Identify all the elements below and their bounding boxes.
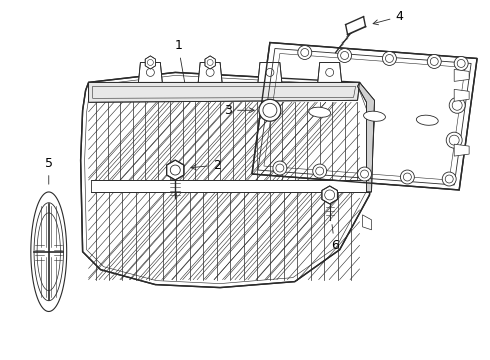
Polygon shape <box>258 62 282 82</box>
Circle shape <box>446 132 462 148</box>
Text: 2: 2 <box>191 158 221 172</box>
Polygon shape <box>81 72 374 288</box>
Text: 3: 3 <box>224 104 254 117</box>
Polygon shape <box>167 160 184 180</box>
Polygon shape <box>205 56 215 69</box>
Circle shape <box>383 51 396 66</box>
Polygon shape <box>89 82 360 102</box>
Polygon shape <box>454 89 469 101</box>
Text: 5: 5 <box>45 157 53 184</box>
Text: 4: 4 <box>373 10 403 25</box>
Ellipse shape <box>416 115 438 125</box>
Circle shape <box>454 57 468 71</box>
Polygon shape <box>91 180 368 192</box>
Polygon shape <box>322 186 338 204</box>
Polygon shape <box>138 62 162 82</box>
Polygon shape <box>198 62 222 82</box>
Circle shape <box>259 99 281 121</box>
Polygon shape <box>454 144 469 156</box>
Circle shape <box>358 167 371 181</box>
Polygon shape <box>252 42 477 190</box>
Polygon shape <box>145 56 155 69</box>
Polygon shape <box>454 69 469 81</box>
Polygon shape <box>318 62 342 82</box>
Circle shape <box>400 170 415 184</box>
Polygon shape <box>358 82 374 192</box>
Circle shape <box>313 164 327 178</box>
Circle shape <box>273 161 287 175</box>
Polygon shape <box>363 215 371 230</box>
Circle shape <box>442 172 456 186</box>
Circle shape <box>298 45 312 59</box>
Polygon shape <box>31 192 67 311</box>
Circle shape <box>427 54 441 68</box>
Ellipse shape <box>364 111 386 121</box>
Circle shape <box>449 97 465 113</box>
Text: 6: 6 <box>331 225 339 252</box>
Circle shape <box>338 49 352 62</box>
Text: 1: 1 <box>174 40 185 83</box>
Ellipse shape <box>309 107 331 117</box>
